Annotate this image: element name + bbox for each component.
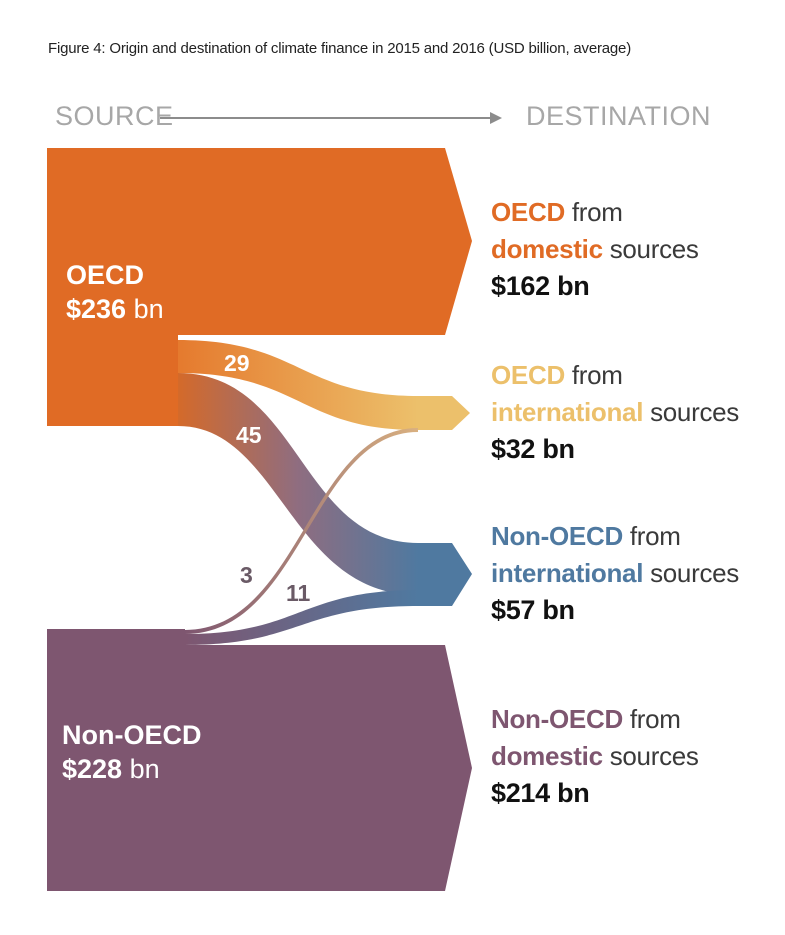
flow-value-45: 45 bbox=[236, 422, 262, 448]
figure-caption: Figure 4: Origin and destination of clim… bbox=[48, 40, 631, 57]
dest-kind: international bbox=[491, 558, 644, 588]
oecd-source-value: $236 bbox=[66, 294, 127, 324]
flow-oecd-to-oecd-international bbox=[178, 340, 418, 430]
dest-suffix: sources bbox=[650, 558, 740, 588]
dest-from: from bbox=[571, 360, 623, 390]
oecd-domestic-flow bbox=[178, 148, 472, 335]
non-oecd-domestic-flow bbox=[185, 645, 472, 891]
flow-value-3: 3 bbox=[240, 562, 253, 588]
dest-from: from bbox=[629, 704, 681, 734]
dest-region: OECD bbox=[491, 360, 565, 390]
dest-from: from bbox=[571, 197, 623, 227]
source-destination-arrow-line bbox=[160, 117, 492, 119]
oecd-source-name: OECD bbox=[66, 260, 145, 290]
dest-suffix: sources bbox=[609, 234, 699, 264]
destination-header: DESTINATION bbox=[526, 101, 712, 131]
flow-value-11: 11 bbox=[286, 580, 311, 606]
non-oecd-international-arrow bbox=[418, 543, 472, 606]
dest-value: $32 bn bbox=[491, 434, 575, 464]
dest-value: $162 bn bbox=[491, 271, 590, 301]
non-oecd-source-value: $228 bbox=[62, 754, 123, 784]
oecd-source-block bbox=[47, 148, 178, 426]
dest-value: $214 bn bbox=[491, 778, 590, 808]
non-oecd-source-unit: bn bbox=[129, 754, 160, 784]
non-oecd-source-label: Non-OECD $228 bn bbox=[62, 718, 201, 786]
dest-region: Non-OECD bbox=[491, 521, 623, 551]
oecd-source-unit: bn bbox=[133, 294, 164, 324]
dest-non-oecd-international: Non-OECD from international sources $57 … bbox=[491, 518, 739, 629]
dest-region: OECD bbox=[491, 197, 565, 227]
dest-value: $57 bn bbox=[491, 595, 575, 625]
dest-suffix: sources bbox=[650, 397, 740, 427]
non-oecd-source-name: Non-OECD bbox=[62, 720, 202, 750]
dest-oecd-domestic: OECD from domestic sources $162 bn bbox=[491, 194, 699, 305]
dest-suffix: sources bbox=[609, 741, 699, 771]
source-header: SOURCE bbox=[55, 101, 174, 131]
flow-non-oecd-to-non-oecd-international bbox=[185, 590, 418, 645]
flow-oecd-to-non-oecd-international bbox=[178, 373, 418, 595]
dest-oecd-international: OECD from international sources $32 bn bbox=[491, 357, 739, 468]
arrow-right-icon bbox=[490, 112, 502, 124]
oecd-international-arrow bbox=[418, 396, 470, 430]
dest-region: Non-OECD bbox=[491, 704, 623, 734]
dest-kind: domestic bbox=[491, 234, 603, 264]
dest-kind: domestic bbox=[491, 741, 603, 771]
dest-kind: international bbox=[491, 397, 644, 427]
oecd-source-label: OECD $236 bn bbox=[66, 258, 164, 326]
flow-value-29: 29 bbox=[224, 350, 250, 376]
dest-from: from bbox=[629, 521, 681, 551]
non-oecd-source-block bbox=[47, 629, 185, 891]
dest-non-oecd-domestic: Non-OECD from domestic sources $214 bn bbox=[491, 701, 699, 812]
